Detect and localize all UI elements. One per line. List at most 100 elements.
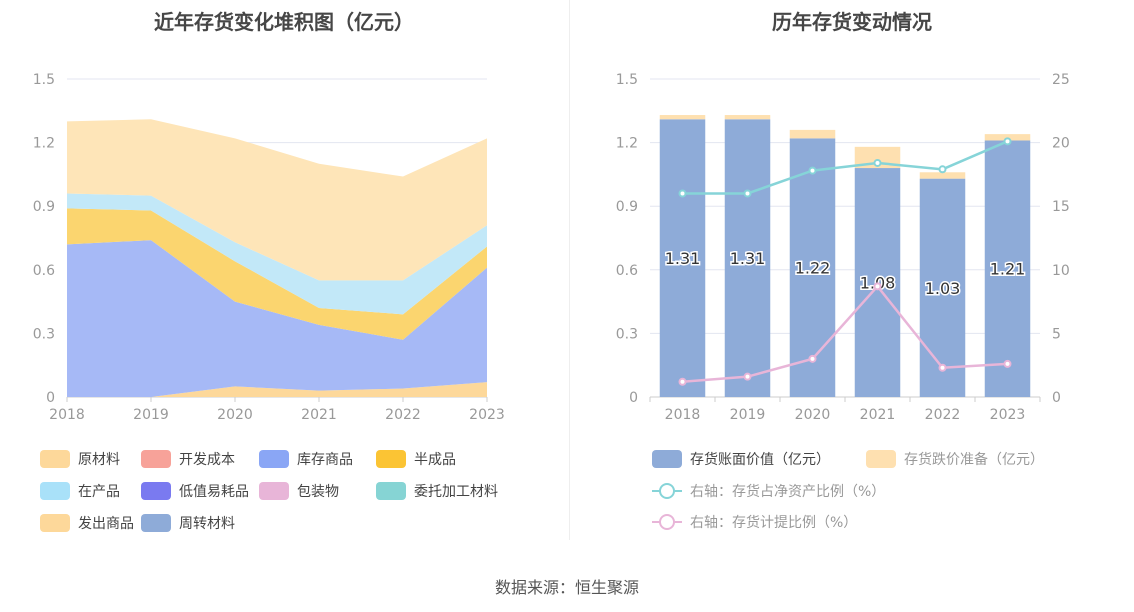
line-point: [938, 165, 947, 174]
legend-item[interactable]: 库存商品: [259, 449, 353, 469]
y-tick-label: 0.9: [33, 199, 55, 215]
legend-item[interactable]: 发出商品: [40, 513, 134, 533]
legend-label: 周转材料: [179, 516, 235, 532]
bar-存货跌价准备（亿元）: [659, 115, 706, 120]
legend-swatch: [866, 450, 896, 468]
bar-value-label: 1.03: [925, 279, 961, 298]
bar-存货账面价值（亿元）: [789, 138, 836, 398]
line-point: [808, 166, 817, 175]
legend-item[interactable]: 右轴：存货占净资产比例（%）: [652, 481, 885, 501]
y-tick-label: 1.2: [616, 136, 638, 152]
line-point: [1003, 359, 1012, 368]
bar-存货账面价值（亿元）: [659, 119, 706, 397]
x-tick-label: 2018: [665, 407, 701, 423]
legend-swatch: [652, 450, 682, 468]
y-tick-label: 0: [629, 390, 638, 406]
legend-label: 右轴：存货计提比例（%）: [690, 515, 858, 531]
left-chart-title: 近年存货变化堆积图（亿元）: [154, 10, 414, 34]
legend-item[interactable]: 半成品: [376, 449, 456, 469]
legend-item[interactable]: 存货账面价值（亿元）: [652, 449, 830, 469]
area-原材料: [67, 382, 487, 397]
legend-item[interactable]: 低值易耗品: [141, 481, 249, 501]
legend-item[interactable]: 存货跌价准备（亿元）: [866, 449, 1044, 469]
legend-item[interactable]: 右轴：存货计提比例（%）: [652, 512, 857, 532]
area-库存商品: [67, 240, 487, 397]
line-point: [743, 372, 752, 381]
x-tick-label: 2023: [469, 407, 505, 423]
x-tick-label: 2019: [133, 407, 169, 423]
area-在产品: [67, 193, 487, 315]
legend-item[interactable]: 委托加工材料: [376, 481, 498, 501]
bar-存货跌价准备（亿元）: [789, 129, 836, 139]
line-右轴：存货计提比例（%）: [682, 284, 1008, 383]
x-tick-label: 2018: [49, 407, 85, 423]
bar-value-label: 1.31: [730, 249, 766, 268]
x-tick-label: 2021: [860, 407, 896, 423]
legend-swatch: [40, 514, 70, 532]
x-tick-label: 2022: [385, 407, 421, 423]
stacked-area-chart: 0 0.3 0.6 0.9 1.2 1.5 2018 2019 2020 2021 2022 2023: [33, 72, 505, 423]
area-发出商品: [67, 119, 487, 281]
legend-label: 库存商品: [297, 452, 353, 468]
y-tick-label: 1.5: [616, 72, 638, 88]
legend-line-marker: [652, 482, 682, 500]
legend-item[interactable]: 周转材料: [141, 513, 235, 533]
y2-tick-label: 0: [1052, 390, 1061, 406]
area-半成品: [67, 208, 487, 340]
line-point: [873, 158, 882, 167]
data-source-note: 数据来源：恒生聚源: [494, 578, 639, 597]
legend-item[interactable]: 在产品: [40, 481, 120, 501]
bar-存货跌价准备（亿元）: [984, 134, 1031, 141]
bar-value-label: 1.31: [665, 249, 701, 268]
x-tick-label: 2020: [217, 407, 253, 423]
y2-tick-label: 25: [1052, 72, 1070, 88]
y-tick-label: 1.5: [33, 72, 55, 88]
line-point: [938, 363, 947, 372]
y-tick-label: 0.6: [33, 263, 55, 279]
legend-swatch: [141, 482, 171, 500]
y-tick-label: 0.3: [33, 326, 55, 342]
bar-存货跌价准备（亿元）: [854, 146, 901, 169]
bar-存货账面价值（亿元）: [919, 178, 966, 397]
y-tick-label: 1.2: [33, 136, 55, 152]
legend-swatch: [141, 450, 171, 468]
line-point: [678, 189, 687, 198]
y-tick-label: 0: [46, 390, 55, 406]
y-tick-label: 0.9: [616, 199, 638, 215]
legend-label: 原材料: [78, 452, 120, 468]
bar-存货跌价准备（亿元）: [919, 172, 966, 179]
legend-label: 委托加工材料: [414, 484, 498, 500]
legend-swatch: [376, 450, 406, 468]
right-chart-title: 历年存货变动情况: [772, 10, 932, 34]
bar-存货跌价准备（亿元）: [724, 115, 771, 120]
x-tick-label: 2020: [795, 407, 831, 423]
legend-swatch: [40, 450, 70, 468]
panel-divider: [569, 0, 570, 540]
legend-swatch: [259, 482, 289, 500]
line-point: [808, 354, 817, 363]
line-point: [873, 282, 882, 291]
legend-label: 半成品: [414, 452, 456, 468]
y-tick-label: 0.6: [616, 263, 638, 279]
legend-label: 低值易耗品: [179, 484, 249, 500]
y-tick-label: 0.3: [616, 326, 638, 342]
legend-swatch: [376, 482, 406, 500]
line-右轴：存货占净资产比例（%）: [682, 140, 1008, 195]
x-tick-label: 2021: [301, 407, 337, 423]
legend-label: 存货账面价值（亿元）: [690, 452, 830, 468]
bar-value-label: 1.08: [860, 274, 896, 293]
legend-label: 存货跌价准备（亿元）: [904, 452, 1044, 468]
bar-value-label: 1.22: [795, 259, 831, 278]
line-point: [743, 189, 752, 198]
x-tick-label: 2022: [925, 407, 961, 423]
legend-line-marker: [652, 513, 682, 531]
legend-item[interactable]: 包装物: [259, 481, 339, 501]
legend-label: 发出商品: [78, 516, 134, 532]
legend-label: 开发成本: [179, 452, 235, 468]
legend-label: 在产品: [78, 484, 120, 500]
legend-item[interactable]: 原材料: [40, 449, 120, 469]
bar-存货账面价值（亿元）: [984, 140, 1031, 398]
y2-tick-label: 5: [1052, 326, 1061, 342]
legend-item[interactable]: 开发成本: [141, 449, 235, 469]
bar-value-label: 1.21: [990, 260, 1026, 279]
